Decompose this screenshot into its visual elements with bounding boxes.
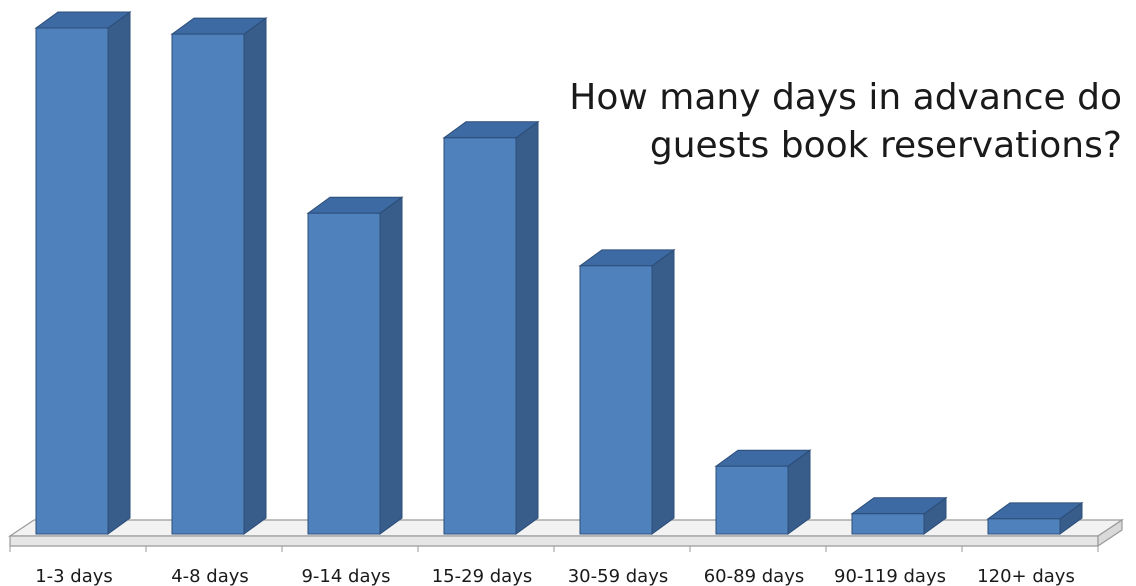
bars-group: [34, 11, 1084, 535]
x-tick-label: 120+ days: [977, 566, 1075, 586]
bar-front: [171, 33, 245, 535]
x-axis: 1-3 days 4-8 days 9-14 days 15-29 days 30-59…: [9, 546, 1099, 586]
chart-title: How many days in advance do guests book …: [569, 77, 1122, 166]
bar: [442, 120, 540, 535]
chart-floor: [8, 518, 1124, 548]
bar: [306, 196, 404, 535]
bar-side: [651, 248, 675, 535]
x-tick-label: 4-8 days: [171, 566, 249, 586]
bar-side: [107, 11, 131, 535]
bar: [986, 501, 1084, 535]
floor-side: [1097, 518, 1123, 548]
bar-side: [243, 17, 267, 535]
bar-side: [515, 120, 539, 535]
bar-front: [443, 137, 517, 535]
x-tick-label: 9-14 days: [301, 566, 390, 586]
bar: [850, 496, 948, 535]
bar-front: [851, 513, 925, 535]
bar: [578, 248, 676, 535]
x-tick-label: 60-89 days: [704, 566, 805, 586]
bar-front: [715, 465, 789, 535]
bar: [34, 11, 132, 535]
bar-front: [35, 27, 109, 535]
bar-front: [987, 518, 1061, 535]
x-tick-label: 30-59 days: [568, 566, 669, 586]
floor-front: [9, 535, 1099, 547]
bar: [170, 17, 268, 535]
bar-front: [579, 265, 653, 535]
bar-side: [379, 196, 403, 535]
bar-front: [307, 212, 381, 535]
bar: [714, 449, 812, 535]
x-tick-label: 15-29 days: [432, 566, 533, 586]
x-tick-label: 1-3 days: [35, 566, 113, 586]
x-tick-label: 90-119 days: [834, 566, 946, 586]
